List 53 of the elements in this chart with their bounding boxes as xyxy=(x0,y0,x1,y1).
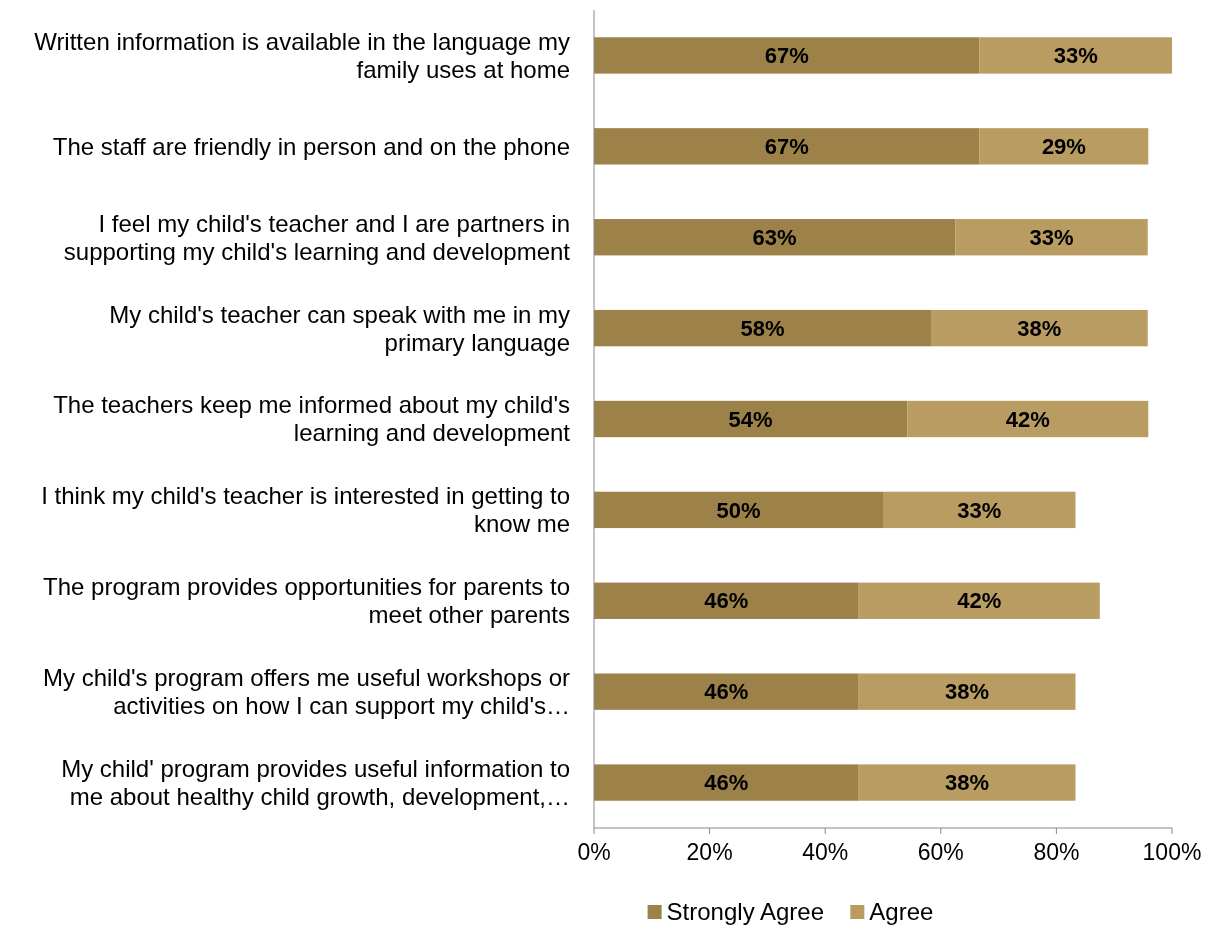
bar xyxy=(858,582,1100,619)
data-label: 50% xyxy=(716,497,761,523)
data-label: 67% xyxy=(764,134,809,160)
y-tick-label: I feel my child's teacher and I are partners in supporting my child's learning and development xyxy=(63,209,571,265)
y-tick-label: My child's program offers me useful workshops or activities on how I can support my child's… xyxy=(42,664,570,720)
data-label: 33% xyxy=(1053,43,1098,69)
data-label: 42% xyxy=(957,588,1002,614)
bar xyxy=(594,309,931,347)
x-tick-label: 80% xyxy=(1033,839,1080,865)
y-tick-label: The program provides opportunities for parents to meet other parents xyxy=(43,573,570,629)
x-tick-label: 40% xyxy=(802,839,849,865)
bar xyxy=(594,37,980,74)
bar xyxy=(594,673,859,710)
y-tick-label: The staff are friendly in person and on the phone xyxy=(52,132,570,160)
data-label: 38% xyxy=(1017,315,1062,341)
bar xyxy=(858,764,1076,801)
x-tick-label: 20% xyxy=(686,839,733,865)
data-label: 58% xyxy=(740,315,785,341)
data-label: 67% xyxy=(764,43,809,69)
bar xyxy=(594,764,859,801)
data-label: 33% xyxy=(1029,224,1074,250)
data-label: 63% xyxy=(752,224,797,250)
y-tick-label: My child's teacher can speak with me in my primary language xyxy=(109,300,570,356)
y-tick-label: The teachers keep me informed about my child's learning and development xyxy=(53,391,571,447)
bar xyxy=(907,400,1149,438)
bar xyxy=(594,491,883,529)
data-label: 46% xyxy=(704,770,749,796)
x-tick-label: 0% xyxy=(577,839,611,865)
legend-label: Agree xyxy=(869,898,934,926)
data-label: 46% xyxy=(704,679,749,705)
y-tick-label: Written information is available in the language my family uses at home xyxy=(34,27,570,83)
data-label: 38% xyxy=(945,770,990,796)
data-label: 33% xyxy=(957,497,1002,523)
x-tick-label: 60% xyxy=(917,839,964,865)
bar xyxy=(594,128,980,165)
bar xyxy=(955,219,1148,256)
data-label: 38% xyxy=(945,679,990,705)
legend-label: Strongly Agree xyxy=(666,898,825,926)
bar xyxy=(594,219,956,256)
data-label: 46% xyxy=(704,588,749,614)
bar xyxy=(594,400,908,438)
x-tick-label: 100% xyxy=(1142,839,1202,865)
data-label: 42% xyxy=(1005,406,1050,432)
y-tick-label: I think my child's teacher is interested in getting to know me xyxy=(41,482,570,538)
bar xyxy=(858,673,1076,710)
bar xyxy=(979,37,1172,74)
bar xyxy=(930,309,1148,347)
bar xyxy=(883,491,1076,529)
data-label: 54% xyxy=(728,406,773,432)
bar xyxy=(594,582,859,619)
bar xyxy=(979,128,1149,165)
y-tick-label: My child' program provides useful information to me about healthy child growth, development,… xyxy=(61,754,570,810)
data-label: 29% xyxy=(1041,134,1086,160)
